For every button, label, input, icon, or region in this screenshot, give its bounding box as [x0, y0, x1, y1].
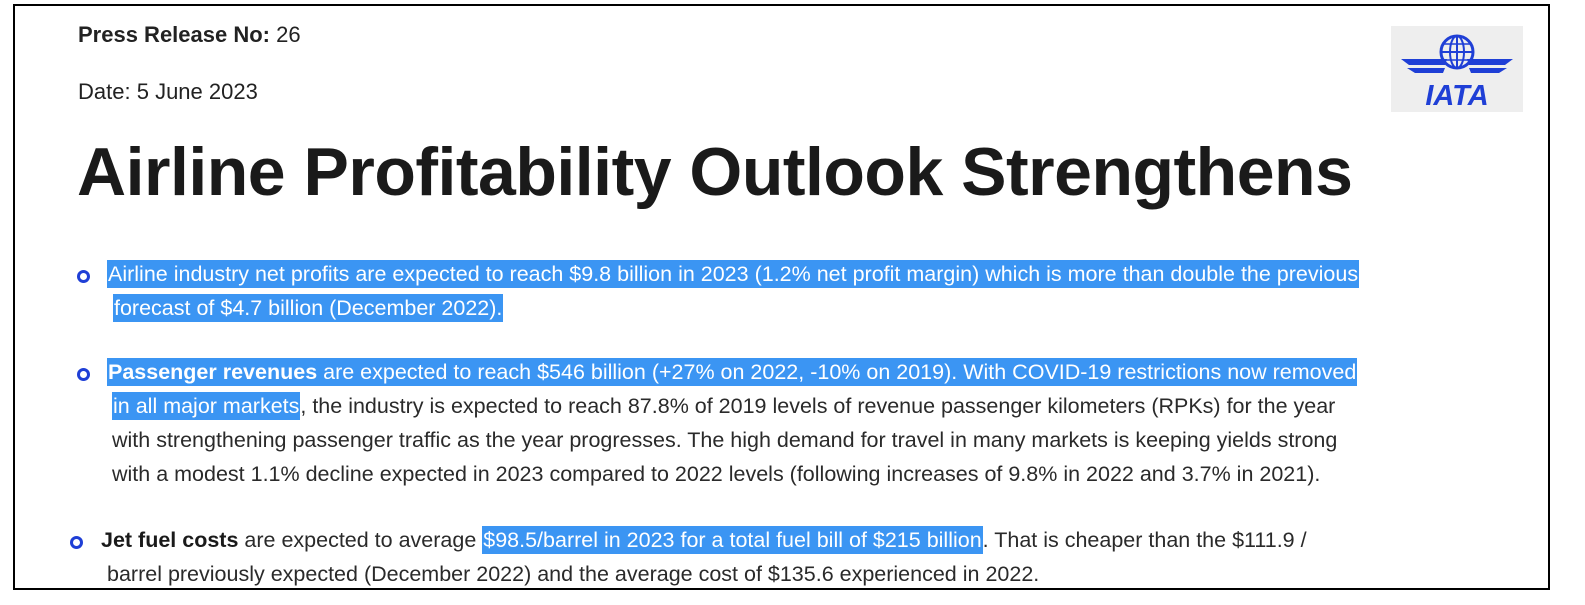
press-release-label: Press Release No:	[78, 22, 270, 47]
press-release-value: 26	[276, 22, 301, 47]
bullet-passenger-revenues: Passenger revenues are expected to reach…	[107, 355, 1358, 491]
iata-wordmark: IATA	[1425, 80, 1488, 112]
highlighted-text: in all major markets	[112, 392, 301, 420]
bullet-marker	[77, 270, 90, 283]
body-text: with a modest 1.1% decline expected in 2…	[112, 462, 1321, 486]
bold-lead: Passenger revenues	[108, 360, 318, 384]
body-text: barrel previously expected (December 202…	[107, 562, 1040, 586]
highlighted-text: Airline industry net profits are expecte…	[107, 260, 1360, 288]
body-text: , the industry is expected to reach 87.8…	[300, 394, 1336, 418]
iata-logo-icon: IATA	[1401, 34, 1513, 112]
body-text: . That is cheaper than the $111.9 /	[982, 528, 1307, 552]
date-value: 5 June 2023	[136, 79, 258, 104]
highlighted-text: are expected to reach $546 billion (+27%…	[317, 360, 1357, 384]
bold-lead: Jet fuel costs	[101, 528, 239, 552]
highlighted-text: forecast of $4.7 billion (December 2022)…	[113, 294, 504, 322]
page-title: Airline Profitability Outlook Strengthen…	[77, 134, 1353, 210]
iata-logo: IATA	[1391, 26, 1523, 112]
body-text: are expected to average	[238, 528, 483, 552]
bullet-jet-fuel-costs: Jet fuel costs are expected to average $…	[101, 523, 1307, 588]
release-date: Date: 5 June 2023	[78, 79, 258, 105]
body-text: with strengthening passenger traffic as …	[112, 428, 1338, 452]
highlighted-text: $98.5/barrel in 2023 for a total fuel bi…	[482, 526, 983, 554]
bullet-marker	[77, 368, 90, 381]
date-label: Date:	[78, 79, 131, 104]
bullet-marker	[70, 536, 83, 549]
document-frame: Press Release No: 26 Date: 5 June 2023 I…	[13, 4, 1550, 590]
bullet-net-profits: Airline industry net profits are expecte…	[107, 257, 1360, 325]
press-release-number: Press Release No: 26	[78, 22, 301, 48]
